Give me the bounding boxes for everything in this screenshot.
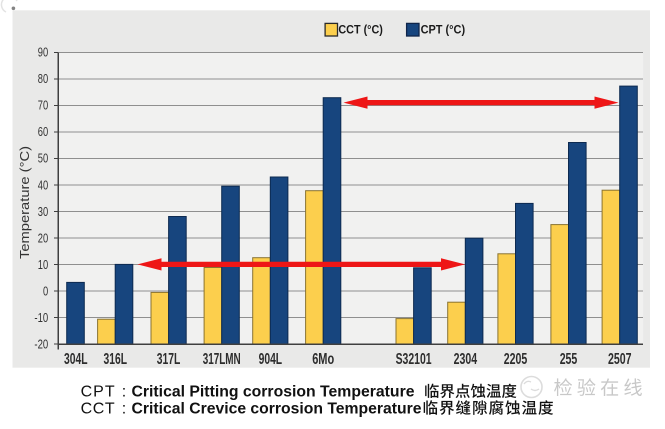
svg-text:60: 60 [38, 125, 48, 139]
svg-text:30: 30 [38, 205, 48, 219]
svg-text:40: 40 [38, 178, 48, 192]
svg-text:20: 20 [38, 231, 48, 245]
svg-text::: : [122, 401, 126, 418]
svg-text:Temperature (°C): Temperature (°C) [18, 146, 32, 259]
svg-text:CCT (°C): CCT (°C) [338, 25, 383, 37]
svg-text:50: 50 [38, 152, 48, 166]
svg-text:255: 255 [560, 351, 578, 368]
svg-text:Critical Pitting corrosion Tem: Critical Pitting corrosion Temperature [132, 384, 415, 401]
svg-text:6Mo: 6Mo [312, 351, 334, 368]
svg-text:317L: 317L [157, 351, 181, 368]
svg-text:304L: 304L [64, 351, 88, 368]
svg-text:Critical Crevice corrosion Tem: Critical Crevice corrosion Temperature [132, 401, 422, 418]
svg-text:317LMN: 317LMN [203, 351, 241, 368]
svg-text:0: 0 [43, 284, 48, 298]
svg-text:CPT: CPT [81, 384, 115, 401]
svg-text:904L: 904L [259, 351, 283, 368]
svg-text:2304: 2304 [454, 351, 478, 368]
svg-text:-20: -20 [34, 338, 48, 352]
svg-text:2507: 2507 [608, 351, 632, 368]
svg-text:2205: 2205 [504, 351, 528, 368]
svg-text:S32101: S32101 [396, 351, 432, 368]
svg-text:316L: 316L [104, 351, 128, 368]
svg-text:10: 10 [38, 258, 48, 272]
svg-text:90: 90 [38, 46, 48, 60]
svg-text:CPT (°C): CPT (°C) [421, 25, 466, 37]
svg-text:CCT: CCT [81, 401, 115, 418]
svg-text:-10: -10 [34, 311, 48, 325]
svg-text::: : [122, 384, 126, 401]
svg-text:70: 70 [38, 99, 48, 113]
svg-text:80: 80 [38, 72, 48, 86]
